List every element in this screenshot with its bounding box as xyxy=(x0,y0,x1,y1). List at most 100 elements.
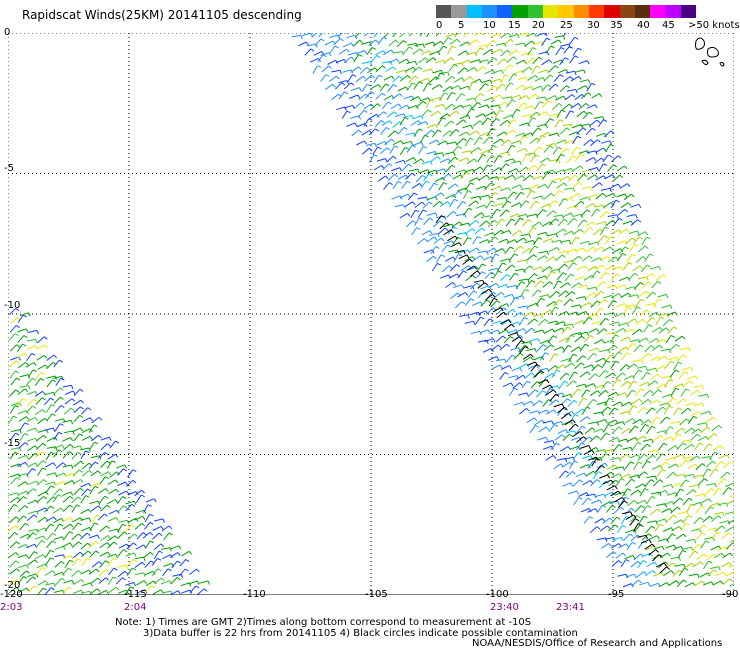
wind-barb-feather xyxy=(622,253,627,256)
wind-barb-feather xyxy=(550,45,555,49)
wind-barb-feather xyxy=(535,154,540,158)
wind-barb xyxy=(571,304,581,308)
wind-barb-feather xyxy=(78,533,82,538)
wind-barb xyxy=(135,572,144,576)
wind-barb-feather xyxy=(15,432,20,436)
wind-barb-feather xyxy=(458,242,462,247)
wind-barb-feather xyxy=(58,449,63,453)
wind-barb-feather xyxy=(497,270,503,274)
wind-barb xyxy=(484,338,494,343)
wind-barb xyxy=(577,284,587,289)
wind-barb xyxy=(81,488,88,497)
colorbar-swatch xyxy=(436,5,452,18)
wind-barb-feather xyxy=(98,417,103,421)
wind-barb-feather xyxy=(412,201,416,206)
wind-barb-feather xyxy=(448,173,452,177)
wind-barb xyxy=(614,491,624,496)
wind-barb-feather xyxy=(699,517,704,521)
wind-barb xyxy=(516,147,526,153)
wind-barb-feather xyxy=(464,292,469,296)
wind-barb xyxy=(564,94,573,101)
wind-barb-feather xyxy=(718,425,722,429)
wind-barb-feather xyxy=(22,343,27,347)
wind-barb xyxy=(350,87,360,92)
wind-barb xyxy=(679,459,687,468)
wind-barb-feather xyxy=(603,357,607,362)
wind-barb xyxy=(578,331,587,336)
wind-barb xyxy=(555,254,563,262)
wind-barb xyxy=(675,533,684,540)
wind-barb-feather xyxy=(647,281,652,285)
wind-barb-feather xyxy=(570,212,574,217)
wind-barb xyxy=(408,75,415,84)
wind-barb-feather xyxy=(77,558,82,562)
wind-barb-feather xyxy=(675,369,680,373)
wind-barb xyxy=(125,581,134,586)
wind-barb xyxy=(419,33,423,37)
wind-barb-feather xyxy=(480,166,484,171)
wind-barb xyxy=(544,169,554,174)
wind-barb-feather xyxy=(577,47,582,51)
wind-barb-feather xyxy=(567,176,571,180)
wind-barb xyxy=(623,533,630,542)
wind-barb-feather xyxy=(390,49,394,54)
wind-barb xyxy=(564,140,573,145)
wind-barb-feather xyxy=(468,207,473,211)
wind-barb xyxy=(347,52,357,56)
wind-barb xyxy=(97,488,107,494)
wind-barb xyxy=(26,345,36,350)
wind-barb-feather xyxy=(627,183,631,188)
wind-barb xyxy=(555,47,562,56)
wind-barb xyxy=(608,524,616,532)
wind-barb-feather xyxy=(143,580,147,585)
wind-barb xyxy=(695,493,705,497)
wind-barb xyxy=(566,88,577,92)
wind-barb xyxy=(650,265,659,270)
wind-barb xyxy=(403,46,410,55)
wind-barb xyxy=(455,213,465,217)
wind-barb xyxy=(627,405,634,414)
wind-barb-feather xyxy=(648,419,652,424)
wind-barb xyxy=(17,554,27,558)
wind-barb xyxy=(170,545,180,550)
wind-barb xyxy=(151,568,159,577)
wind-barb-feather xyxy=(511,323,515,328)
wind-barb xyxy=(645,525,653,534)
wind-barb-feather xyxy=(624,165,628,170)
longitude-label: -115 xyxy=(124,589,147,600)
wind-barb xyxy=(732,556,734,559)
wind-barb xyxy=(368,113,377,120)
time-label: 23:40 xyxy=(490,602,519,613)
wind-barb-feather xyxy=(24,422,29,426)
wind-barb-feather xyxy=(669,508,673,513)
wind-barb-feather xyxy=(584,384,587,389)
wind-barb-feather xyxy=(557,280,562,283)
wind-barb xyxy=(46,354,55,361)
wind-barb-feather xyxy=(571,362,575,367)
wind-barb xyxy=(584,203,594,209)
wind-barb-feather xyxy=(656,449,659,454)
wind-barb xyxy=(392,93,400,100)
wind-barb-feather xyxy=(506,119,511,124)
wind-barb xyxy=(54,561,62,568)
wind-barb-feather xyxy=(642,483,647,488)
wind-barb xyxy=(655,274,663,282)
wind-barb-feather xyxy=(625,228,630,233)
wind-barb xyxy=(485,155,493,163)
wind-barb xyxy=(536,123,546,128)
wind-barb-feather xyxy=(554,353,559,356)
wind-barb xyxy=(640,419,649,426)
wind-barb-feather xyxy=(34,345,38,350)
wind-barb xyxy=(117,523,123,533)
wind-barb-feather xyxy=(77,570,82,574)
wind-barb xyxy=(450,85,459,90)
wind-barb xyxy=(515,237,525,244)
wind-barb xyxy=(9,432,16,441)
wind-barb xyxy=(574,276,584,281)
wind-barb-feather xyxy=(24,442,29,446)
wind-barb xyxy=(499,119,508,127)
wind-barb xyxy=(641,505,648,514)
wind-barb xyxy=(455,119,464,126)
wind-barb xyxy=(581,186,591,190)
wind-barb-feather xyxy=(690,503,695,507)
